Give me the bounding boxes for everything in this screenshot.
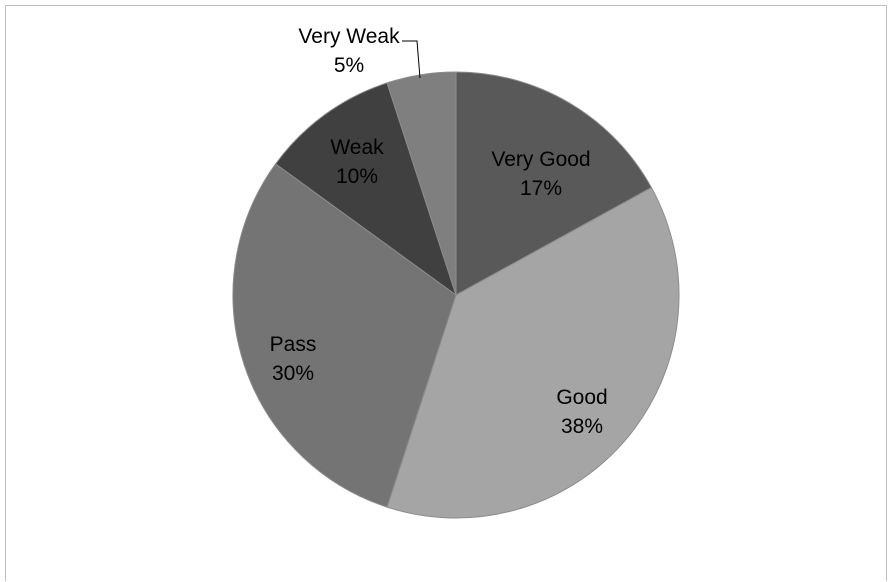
category-label: Weak: [330, 136, 384, 159]
category-label: Very Weak: [298, 25, 400, 48]
category-label: Pass: [270, 333, 317, 356]
category-label: Good: [556, 386, 607, 409]
leader-line: [402, 41, 420, 78]
data-label-very-weak: Very Weak 5%: [298, 25, 400, 77]
pie-slices: [233, 72, 679, 518]
percent-label: 38%: [561, 415, 603, 438]
percent-label: 5%: [334, 54, 364, 77]
percent-label: 30%: [272, 362, 314, 385]
chart-area: Very Good 17% Good 38% Pass 30% Weak 10% Very We…: [5, 5, 887, 581]
category-label: Very Good: [491, 148, 590, 171]
percent-label: 10%: [336, 165, 378, 188]
pie-chart: Very Good 17% Good 38% Pass 30% Weak 10% Very We…: [6, 6, 888, 582]
percent-label: 17%: [520, 177, 562, 200]
leader-lines: [402, 41, 420, 78]
